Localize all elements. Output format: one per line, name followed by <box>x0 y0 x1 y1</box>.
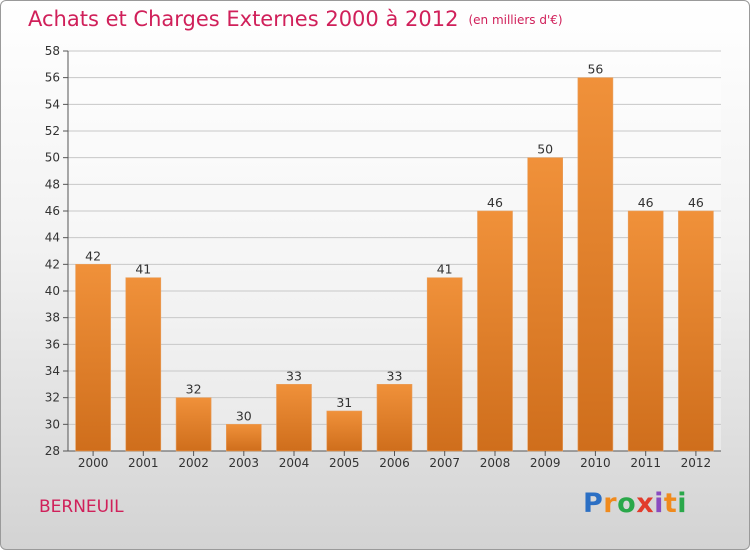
bar <box>477 210 513 452</box>
x-tick-label: 2012 <box>681 456 712 470</box>
y-tick-label: 36 <box>45 337 60 351</box>
bar <box>627 210 664 452</box>
bar <box>326 410 363 452</box>
bar <box>175 397 212 452</box>
y-tick-label: 48 <box>45 177 60 191</box>
title-text: Achats et Charges Externes 2000 à 2012 <box>28 7 459 31</box>
y-tick-label: 38 <box>45 311 60 325</box>
bar <box>125 277 162 452</box>
data-label: 33 <box>387 368 403 383</box>
y-tick-label: 56 <box>45 71 60 85</box>
data-label: 56 <box>587 62 603 77</box>
y-tick-label: 40 <box>45 284 60 298</box>
data-label: 46 <box>688 195 704 210</box>
commune-name: BERNEUIL <box>39 497 124 517</box>
bar <box>527 157 564 452</box>
bar <box>577 77 614 452</box>
data-label: 31 <box>336 395 352 410</box>
data-label: 41 <box>135 262 151 277</box>
logo-letter: P <box>583 488 604 519</box>
data-label: 30 <box>236 408 252 423</box>
data-label: 50 <box>537 142 553 157</box>
x-tick-label: 2005 <box>329 456 360 470</box>
bar <box>75 263 111 452</box>
data-label: 33 <box>286 368 302 383</box>
bar <box>376 383 413 452</box>
y-tick-label: 46 <box>45 204 60 218</box>
bar <box>226 423 262 452</box>
y-tick-label: 34 <box>45 364 60 378</box>
x-tick-label: 2000 <box>78 456 109 470</box>
y-tick-label: 42 <box>45 257 60 271</box>
y-tick-label: 50 <box>45 151 60 165</box>
logo-letter: i <box>654 488 664 519</box>
bar <box>426 277 463 452</box>
y-tick-label: 44 <box>45 231 60 245</box>
data-label: 32 <box>186 382 202 397</box>
data-label: 46 <box>487 195 503 210</box>
logo-letter: t <box>663 488 678 519</box>
bar <box>678 210 714 452</box>
logo-letter: o <box>617 488 637 519</box>
chart-title: Achats et Charges Externes 2000 à 2012 (e… <box>28 7 563 31</box>
x-tick-label: 2010 <box>580 456 611 470</box>
logo-letter: r <box>603 488 618 519</box>
data-label: 42 <box>85 248 101 263</box>
data-label: 41 <box>437 262 453 277</box>
y-tick-label: 32 <box>45 391 60 405</box>
x-tick-label: 2011 <box>630 456 661 470</box>
y-tick-label: 54 <box>45 97 60 111</box>
proxiti-logo: Proxiti <box>583 488 687 519</box>
data-label: 46 <box>638 195 654 210</box>
x-tick-label: 2007 <box>429 456 460 470</box>
x-tick-label: 2008 <box>480 456 511 470</box>
x-tick-label: 2004 <box>279 456 310 470</box>
logo-letter: i <box>677 488 688 519</box>
x-tick-label: 2006 <box>379 456 410 470</box>
x-tick-label: 2003 <box>229 456 260 470</box>
y-tick-label: 52 <box>45 124 60 138</box>
x-tick-label: 2001 <box>128 456 159 470</box>
y-tick-label: 58 <box>45 44 60 58</box>
unit-text: (en milliers d'€) <box>468 13 563 27</box>
x-tick-label: 2002 <box>178 456 209 470</box>
bar <box>276 383 312 452</box>
y-tick-label: 30 <box>45 417 60 431</box>
x-tick-label: 2009 <box>530 456 561 470</box>
y-tick-label: 28 <box>45 444 60 458</box>
logo-letter: x <box>636 488 655 519</box>
